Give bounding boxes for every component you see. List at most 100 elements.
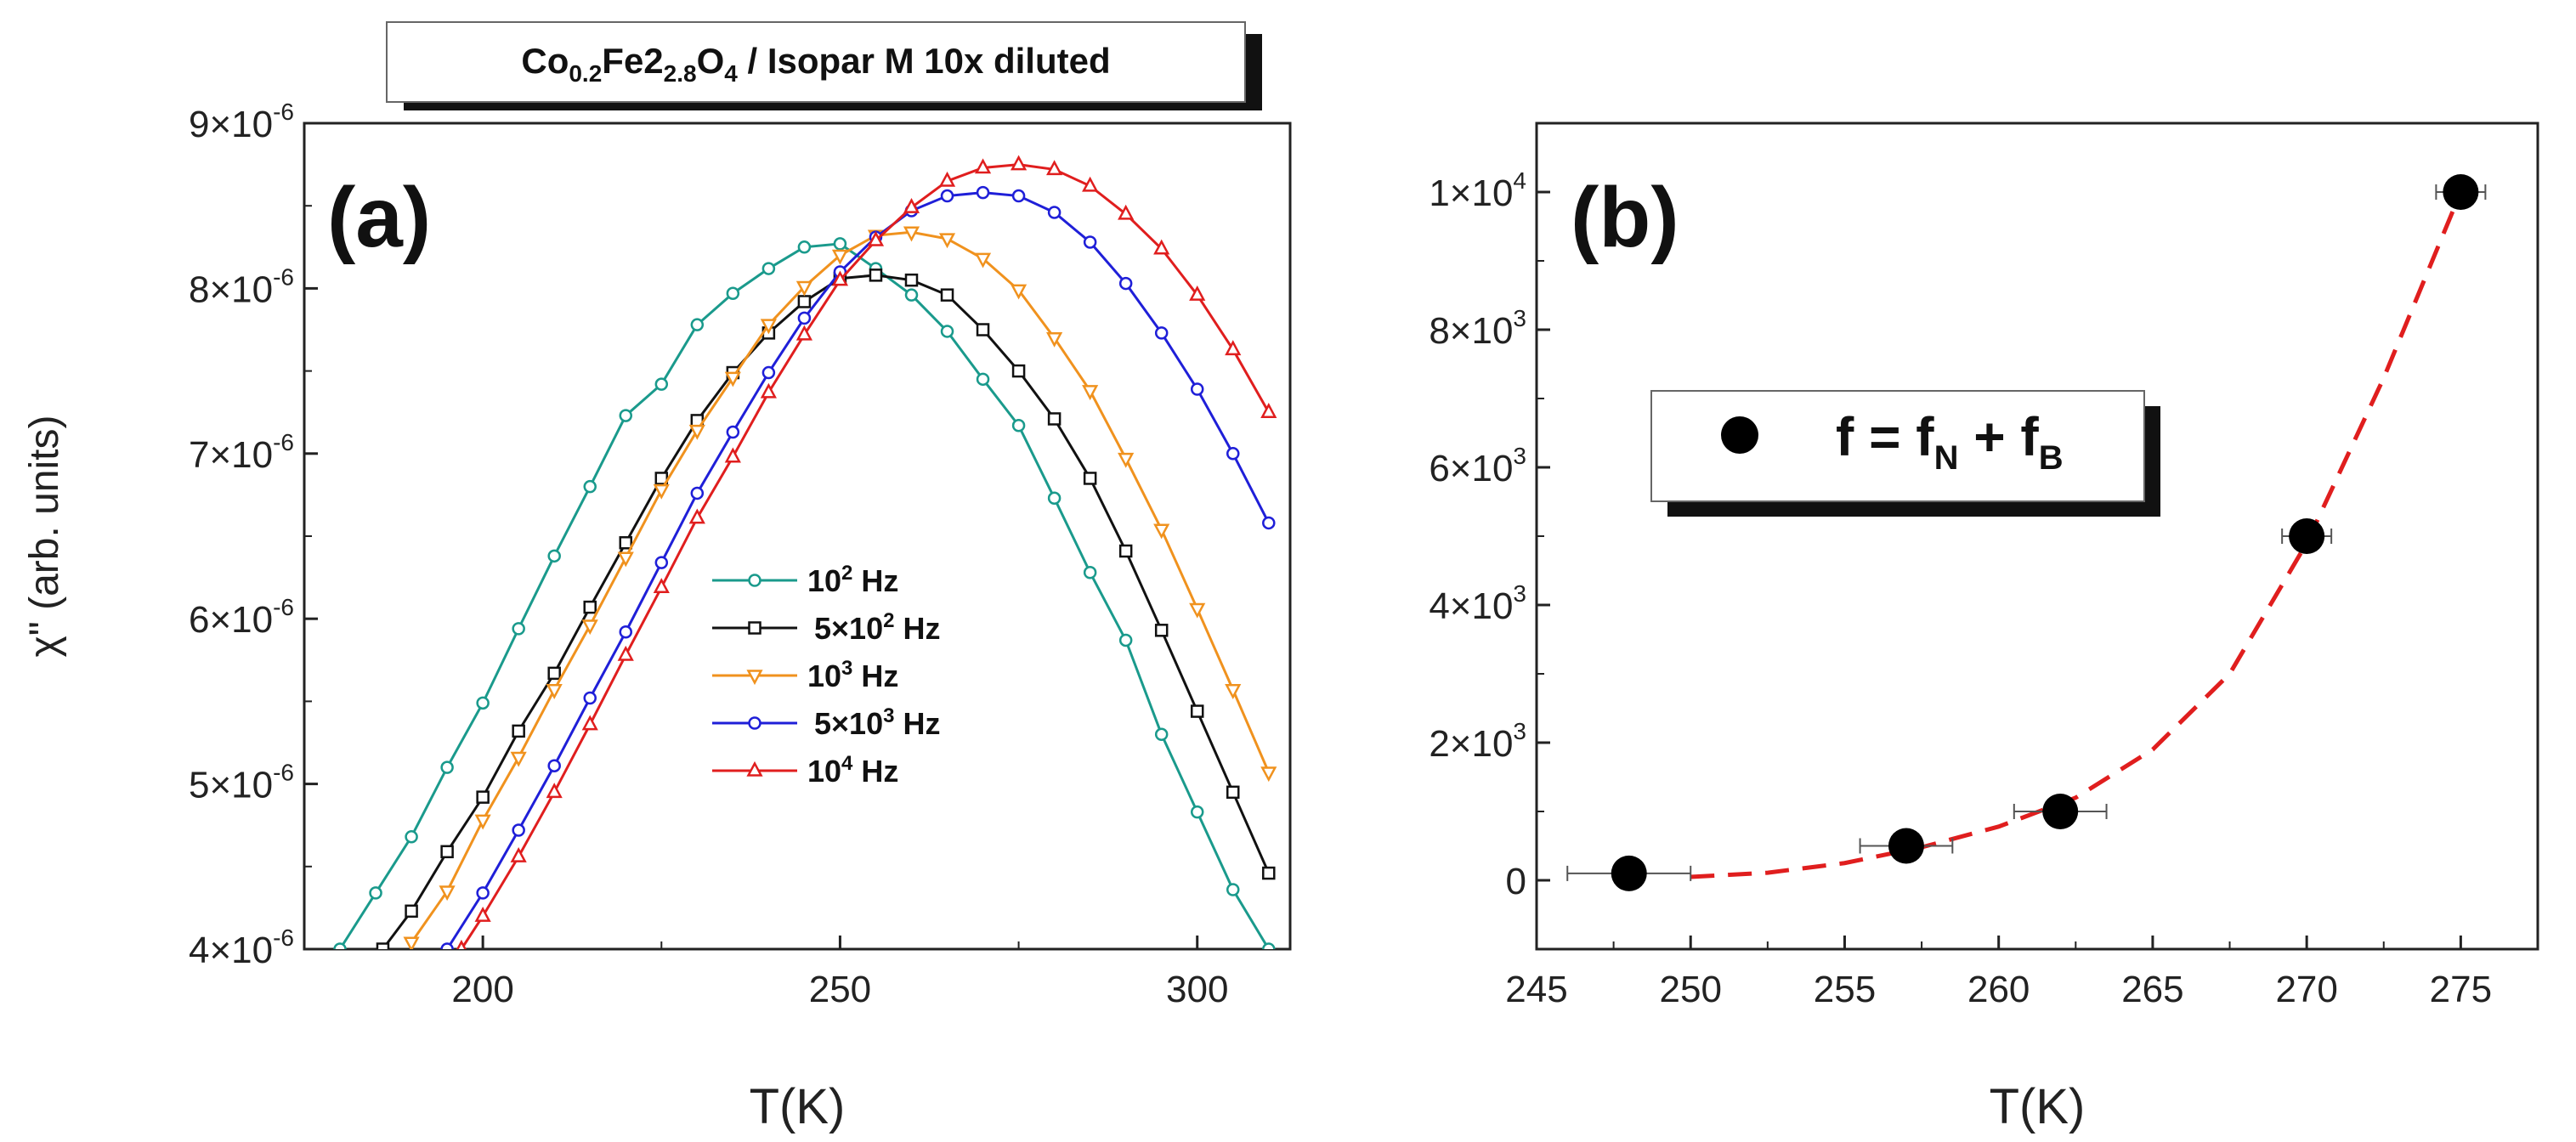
data-point <box>690 486 705 500</box>
panel-label-b: (b) <box>1571 170 1679 265</box>
fit-curve <box>1690 191 2463 879</box>
data-point <box>1010 284 1028 300</box>
data-point <box>1118 452 1135 468</box>
data-point <box>405 904 418 919</box>
data-point <box>440 942 454 949</box>
data-point <box>974 158 992 174</box>
data-point <box>547 759 561 772</box>
data-point-b <box>2289 518 2325 554</box>
legend-label: 103 Hz <box>807 657 898 693</box>
title-box <box>386 21 1246 103</box>
series-line <box>445 191 1271 949</box>
data-point <box>476 886 490 900</box>
x-tick-label-a: 300 <box>1166 969 1228 1010</box>
data-point <box>833 237 847 251</box>
data-point <box>974 252 992 269</box>
y-tick-label-b: 6×103 <box>1429 443 1526 489</box>
x-tick-label-b: 255 <box>1814 969 1876 1010</box>
y-tick-label-a: 8×10-6 <box>189 263 294 310</box>
data-point <box>867 230 885 246</box>
data-point <box>1083 472 1097 485</box>
data-point <box>1153 523 1170 540</box>
data-point <box>940 288 954 302</box>
data-point <box>510 846 527 862</box>
chart-title: Co0.2Fe22.8O4 / Isopar M 10x diluted <box>521 41 1110 87</box>
panel-a: Co0.2Fe22.8O4 / Isopar M 10x diluted 200… <box>22 21 1292 1134</box>
data-point <box>797 295 812 308</box>
data-point-b <box>2042 794 2079 829</box>
series-0 <box>333 237 1276 949</box>
data-point <box>761 365 776 380</box>
data-point <box>547 666 561 681</box>
x-tick-label-b: 270 <box>2275 969 2337 1010</box>
y-tick-label-a: 9×10-6 <box>189 99 294 145</box>
data-point <box>1046 160 1063 176</box>
data-point <box>726 425 740 439</box>
data-point <box>1011 419 1026 432</box>
y-tick-label-b: 2×103 <box>1429 718 1526 765</box>
data-point <box>654 377 669 391</box>
data-point <box>1047 412 1062 426</box>
data-point <box>456 939 467 949</box>
data-point-b <box>1888 828 1924 864</box>
data-point <box>1225 340 1242 356</box>
data-point <box>1154 326 1169 340</box>
data-point <box>653 483 670 500</box>
data-point <box>1153 239 1170 255</box>
data-point <box>726 286 740 300</box>
data-point <box>831 270 849 286</box>
data-point <box>1118 544 1133 558</box>
data-point <box>617 645 634 661</box>
data-point <box>333 942 347 949</box>
y-tick-label-a: 6×10-6 <box>189 594 294 641</box>
y-tick-label-b: 8×103 <box>1429 305 1526 352</box>
x-tick-label-a: 250 <box>809 969 871 1010</box>
data-point <box>403 936 420 949</box>
data-point <box>1047 206 1062 219</box>
data-point <box>1262 942 1276 949</box>
data-point <box>690 318 705 331</box>
series-group-a <box>333 155 1277 949</box>
data-point <box>976 185 990 200</box>
data-point <box>474 906 491 922</box>
data-point <box>619 409 633 422</box>
data-point <box>795 325 812 341</box>
data-point <box>760 319 777 335</box>
x-tick-label-b: 250 <box>1660 969 1722 1010</box>
data-point <box>1260 766 1277 783</box>
data-point <box>1225 684 1242 699</box>
data-point <box>797 240 812 254</box>
series-line <box>382 274 1271 949</box>
data-point <box>1047 491 1062 506</box>
panel-label-a: (a) <box>327 170 431 265</box>
data-point <box>904 273 919 287</box>
data-point <box>1118 633 1133 647</box>
data-point <box>369 886 382 900</box>
data-point <box>1082 176 1099 192</box>
data-point <box>1154 624 1169 637</box>
panel-b: 245 250 255 260 265 270 275 0 2×103 4×103 6×103 8×1… <box>1429 122 2539 1134</box>
data-point <box>1011 364 1026 378</box>
data-point <box>1082 385 1099 401</box>
data-point <box>583 600 597 614</box>
data-point <box>1262 516 1276 530</box>
data-point <box>654 556 669 569</box>
legend-label: 104 Hz <box>807 752 898 789</box>
y-tick-label-a: 4×10-6 <box>189 924 294 971</box>
data-point <box>903 197 920 213</box>
points-group-b <box>1566 174 2487 891</box>
data-point <box>1190 805 1204 819</box>
series-line <box>338 242 1271 949</box>
data-point-b <box>2443 174 2479 210</box>
data-point <box>1118 276 1133 291</box>
data-point <box>1083 235 1097 249</box>
data-point <box>619 625 633 639</box>
data-point <box>476 790 490 804</box>
data-point <box>724 371 741 387</box>
data-point <box>869 269 883 282</box>
data-point <box>1190 382 1204 396</box>
series-4 <box>456 155 1277 949</box>
data-point <box>1010 155 1028 171</box>
x-axis-label-a: T(K) <box>750 1079 846 1134</box>
